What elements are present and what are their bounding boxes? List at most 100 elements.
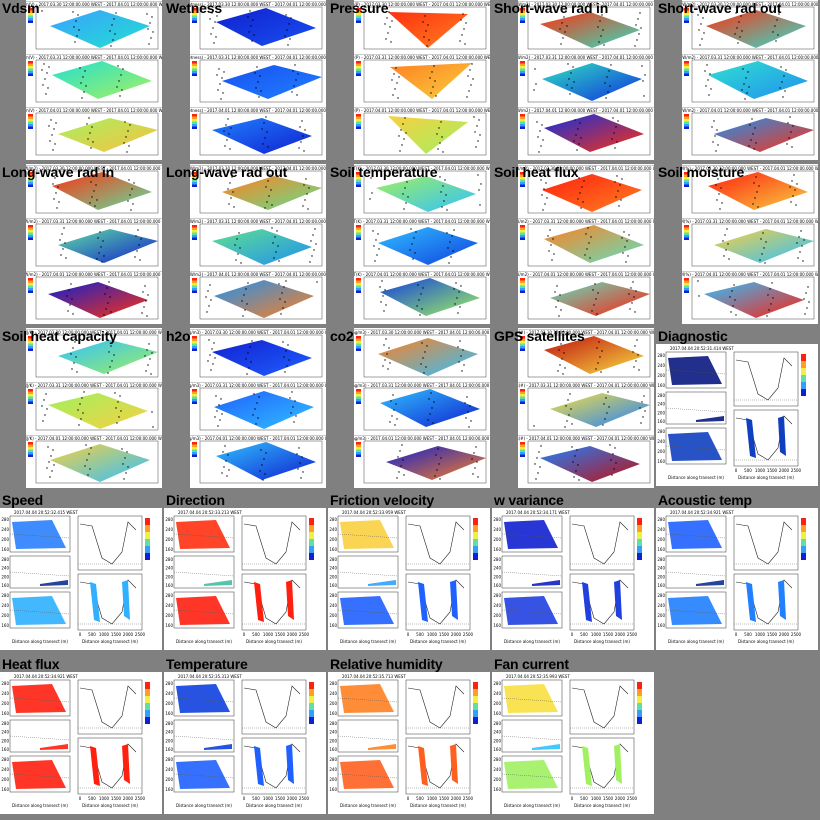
station-dot: [411, 243, 413, 245]
station-dot: [147, 364, 149, 366]
station-dot: [462, 349, 464, 351]
station-dot: [471, 458, 473, 460]
y-tick-label: 280: [1, 557, 9, 562]
transect-figure: 2017.04.04 20:52:34.921 WEST 280 240 200 160…: [656, 508, 818, 650]
tile-title: Direction: [166, 492, 225, 508]
station-dot: [403, 208, 405, 210]
plot-frame: [691, 170, 815, 214]
right-panel-frame: [77, 573, 143, 631]
station-dot: [227, 188, 229, 190]
colorbar-segment: [684, 184, 689, 187]
station-dot: [711, 126, 713, 128]
station-dot: [435, 95, 437, 97]
station-dot: [449, 241, 451, 243]
colorbar-segment: [520, 288, 525, 291]
x-axis-label: Distance along transect (m): [246, 803, 302, 808]
station-dot: [72, 313, 74, 315]
colorbar-segment: [356, 283, 361, 286]
station-dot: [109, 366, 111, 368]
station-dot: [763, 247, 765, 249]
colorbar-segment: [192, 444, 197, 447]
timestamp-label: 2017.04.04 20:52:34.921 WEST: [670, 510, 734, 515]
tile-title: h2o: [166, 328, 191, 344]
station-dot: [64, 242, 66, 244]
station-dot: [579, 122, 581, 124]
y-tick-label: 160: [165, 787, 173, 792]
transect-figure: 2017.04.04 20:52:35.993 WEST 280 240 200 160…: [492, 672, 654, 814]
station-dot: [430, 392, 432, 394]
y-tick-label: 200: [1, 537, 9, 542]
station-dot: [237, 253, 239, 255]
station-dot: [49, 140, 51, 142]
interpolated-field: [222, 65, 322, 99]
y-tick-label: 160: [657, 383, 665, 388]
colorbar-segment: [473, 710, 478, 717]
colorbar-segment: [356, 396, 361, 399]
x-axis-label: Distance along transect (m): [12, 639, 68, 644]
station-dot: [112, 39, 114, 41]
station-dot: [744, 98, 746, 100]
station-dot: [577, 464, 579, 466]
map-panel-title: lwout(W/m2) - 2017.03.31 12:00:00.000 WE…: [190, 219, 326, 224]
station-dot: [284, 301, 286, 303]
reference-line: [337, 533, 399, 539]
station-dot: [394, 424, 396, 426]
y-tick-label: 160: [1, 623, 9, 628]
x-tick-label: 1000: [591, 632, 602, 637]
colorbar-segment: [192, 61, 197, 64]
station-dot: [620, 199, 622, 201]
station-dot: [777, 34, 779, 36]
station-dot: [735, 314, 737, 316]
map-panel: shf(W/m2) - 2017.04.01 12:00:00.000 WEST…: [518, 271, 654, 325]
reference-line: [9, 735, 71, 741]
colorbar-segment: [309, 525, 314, 532]
y-tick-label: 280: [165, 593, 173, 598]
colorbar-segment: [28, 126, 33, 129]
transect-figure: 2017.04.04 20:52:32.415 WEST 280 240 200 160…: [0, 508, 162, 650]
station-dot: [717, 144, 719, 146]
station-dot: [563, 16, 565, 18]
station-dot: [440, 457, 442, 459]
station-dot: [128, 179, 130, 181]
station-dot: [560, 43, 562, 45]
station-dot: [741, 30, 743, 32]
transect-figure: 2017.04.04 20:52:33.213 WEST 280 240 200 160…: [164, 508, 326, 650]
data-band: [40, 744, 68, 750]
colorbar-segment: [309, 682, 314, 689]
colorbar-segment: [28, 338, 33, 341]
station-dot: [63, 227, 65, 229]
station-dot: [473, 116, 475, 118]
station-dot: [47, 87, 49, 89]
station-dot: [802, 260, 804, 262]
station-dot: [454, 303, 456, 305]
station-dot: [640, 27, 642, 29]
colorbar-segment: [28, 179, 33, 182]
station-dot: [796, 183, 798, 185]
y-tick-label: 160: [329, 623, 337, 628]
map-tile-soil-temp: soilT(K) - 2017.03.30 12:00:00.000 WEST …: [328, 164, 492, 328]
map-panel: lwout(W/m2) - 2017.04.01 12:00:00.000 WE…: [190, 271, 326, 325]
colorbar-segment: [473, 689, 478, 696]
station-dot: [253, 34, 255, 36]
map-svg: vdsm(V) - 2017.04.01 12:00:00.000 WEST -…: [26, 108, 162, 156]
colorbar-segment: [520, 346, 525, 349]
station-dot: [402, 459, 404, 461]
station-dot: [293, 85, 295, 87]
plot-frame: [691, 276, 815, 320]
map-svg: co2(mg/m3) - 2017.04.01 12:00:00.000 WES…: [354, 436, 490, 484]
colorbar-segment: [192, 8, 197, 11]
station-dot: [433, 65, 435, 67]
tile-title: Relative humidity: [330, 656, 443, 672]
station-dot: [314, 228, 316, 230]
tile-title: Short-wave rad in: [494, 0, 609, 16]
y-tick-label: 200: [657, 373, 665, 378]
station-dot: [558, 315, 560, 317]
station-dot: [302, 471, 304, 473]
station-dot: [50, 455, 52, 457]
y-tick-label: 280: [493, 557, 501, 562]
x-tick-label: 1500: [275, 796, 286, 801]
station-dot: [639, 12, 641, 14]
colorbar-segment: [28, 394, 33, 397]
x-axis-label: Distance along transect (m): [668, 639, 724, 644]
station-dot: [87, 474, 89, 476]
